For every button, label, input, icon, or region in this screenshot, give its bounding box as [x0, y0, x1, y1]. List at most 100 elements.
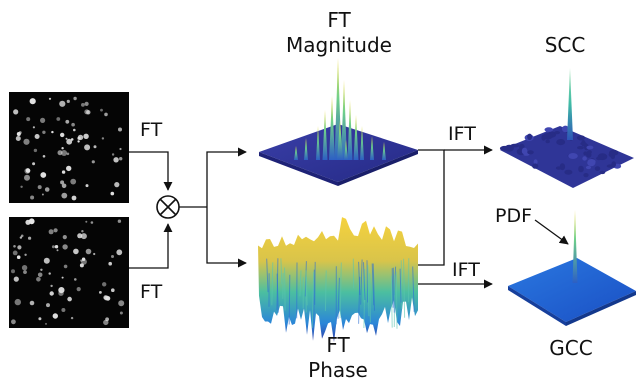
magnitude-spike — [337, 120, 343, 160]
phase-streak — [324, 270, 327, 312]
particle-dot — [13, 109, 19, 115]
particle-dot — [104, 295, 109, 301]
particle-dot — [23, 270, 27, 274]
magnitude-spike — [344, 140, 348, 160]
scc-title: SCC — [545, 33, 586, 57]
particle-dot — [28, 236, 32, 240]
scc-bump — [587, 159, 596, 165]
scc-bump — [561, 125, 569, 133]
particle-dot — [111, 255, 114, 258]
scc-peak — [567, 68, 573, 140]
magnitude-spike — [304, 138, 308, 160]
phase-streak — [399, 268, 402, 303]
particle-dot — [102, 282, 107, 287]
scc-bumps — [499, 125, 622, 178]
scc-bump — [599, 170, 606, 175]
particle-dot — [67, 296, 72, 302]
scc-bump — [564, 169, 573, 175]
magnitude-spikes — [294, 58, 386, 160]
particle-dot — [60, 132, 65, 138]
particle-dot — [34, 134, 40, 139]
particle-dot — [73, 128, 76, 132]
particle-dot — [24, 174, 30, 181]
particle-dot — [15, 136, 21, 141]
phase-streak — [366, 260, 369, 303]
particle-dot — [71, 195, 77, 201]
phase-streak — [360, 259, 363, 305]
particle-dot — [13, 276, 19, 282]
phase-streak — [339, 262, 342, 319]
particle-dot — [61, 183, 67, 189]
multiply-icon — [156, 195, 180, 219]
magnitude-spike — [353, 115, 359, 160]
particle-dot — [60, 180, 65, 185]
particle-dot — [48, 229, 54, 235]
particle-dot — [81, 230, 84, 233]
scc-surface — [499, 68, 634, 188]
particle-image-top — [9, 92, 129, 203]
particle-dots-bottom — [11, 218, 125, 326]
particle-dot — [21, 265, 28, 271]
particle-dot — [40, 268, 43, 271]
particle-dot — [73, 96, 77, 101]
phase-streak — [392, 267, 395, 313]
particle-dot — [63, 264, 68, 269]
particle-dot — [19, 236, 23, 239]
phase-streak — [276, 258, 279, 311]
scc-bump — [594, 166, 601, 172]
phase-streak — [311, 271, 315, 328]
scc-bump — [527, 150, 534, 155]
particle-dot — [11, 319, 16, 325]
particle-dot — [85, 248, 92, 255]
particle-dot — [30, 195, 35, 200]
phase-streak — [271, 262, 274, 306]
scc-bump — [532, 163, 539, 169]
magnitude-spike — [370, 136, 374, 160]
scc-bump — [545, 139, 550, 144]
particle-dot — [25, 168, 31, 173]
particle-dot — [84, 101, 89, 106]
particle-dot — [54, 245, 59, 249]
scc-bump — [578, 165, 584, 173]
scc-bump — [544, 127, 554, 132]
particle-dot — [93, 252, 96, 256]
particle-dot — [16, 132, 21, 136]
particle-dot — [53, 228, 58, 233]
gcc-surface — [508, 210, 636, 326]
scc-bump — [585, 165, 592, 170]
particle-dot — [56, 249, 59, 252]
particle-dot — [56, 117, 61, 121]
particle-dot — [66, 99, 70, 103]
particle-dot — [111, 288, 115, 293]
particle-dot — [50, 284, 53, 288]
particle-dot — [46, 303, 50, 308]
scc-bump — [582, 156, 587, 161]
particle-dot — [40, 172, 47, 178]
particle-dot — [51, 130, 54, 134]
particle-dot — [44, 187, 50, 192]
particle-dot — [32, 162, 36, 166]
phase-streak — [412, 266, 415, 312]
particle-dot — [42, 130, 46, 134]
phase-streak — [390, 275, 393, 328]
ft-magnitude-title-line2: Magnitude — [286, 33, 392, 57]
particle-dot — [52, 313, 58, 319]
particle-dot — [49, 291, 54, 296]
scc-bump — [599, 154, 604, 160]
pdf-label: PDF — [495, 205, 532, 227]
particle-dot — [45, 322, 47, 325]
particle-dot — [61, 308, 66, 312]
particle-dot — [33, 148, 38, 153]
particle-dot — [83, 133, 89, 139]
particle-dot — [61, 147, 64, 150]
particle-dot — [37, 272, 43, 278]
particle-dot — [66, 165, 72, 172]
particle-dot — [117, 219, 122, 223]
particle-dot — [23, 138, 30, 145]
particle-dot — [116, 249, 123, 256]
particle-dot — [91, 160, 95, 164]
particle-dot — [105, 317, 109, 322]
particle-dot — [24, 253, 27, 256]
particle-dot — [84, 109, 90, 115]
scc-bump — [611, 161, 616, 168]
